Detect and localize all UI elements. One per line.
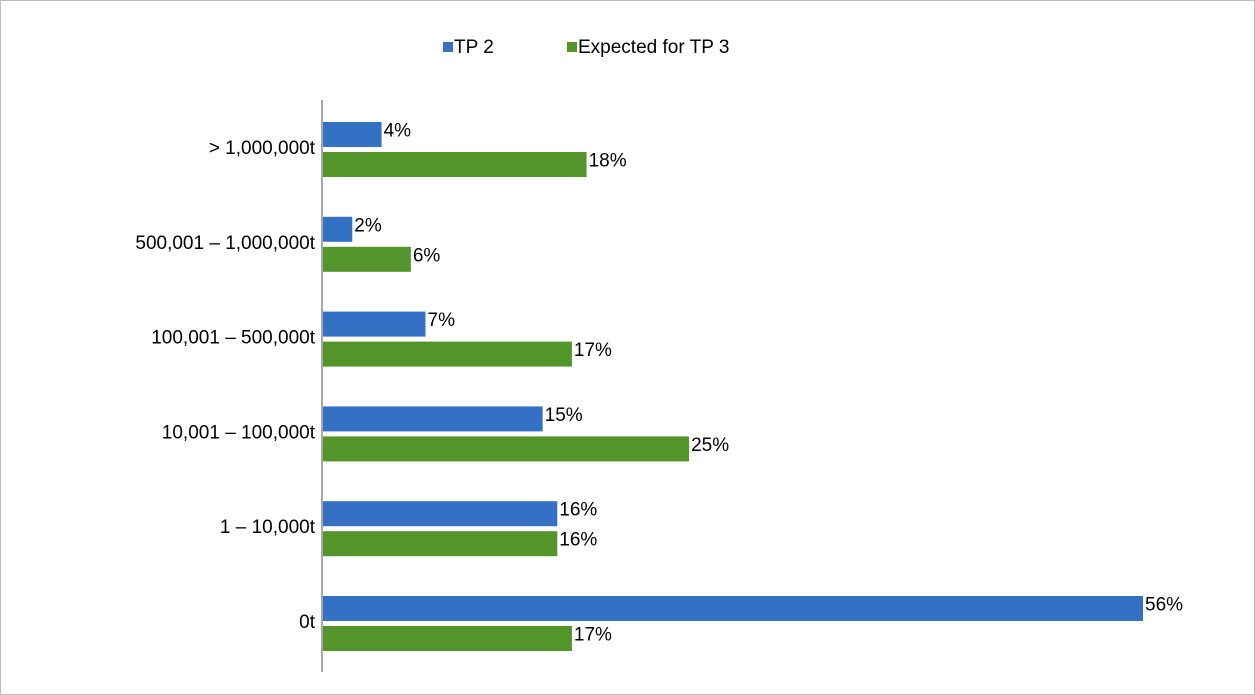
y-tick-label: 500,001 – 1,000,000t xyxy=(135,233,315,254)
data-label: 17% xyxy=(574,625,612,646)
bar xyxy=(323,406,543,432)
y-tick-label: > 1,000,000t xyxy=(209,138,316,159)
bar xyxy=(323,216,353,242)
bar xyxy=(323,152,587,177)
bar xyxy=(323,341,572,367)
bar xyxy=(323,122,382,147)
y-tick-label: 1 – 10,000t xyxy=(220,517,316,538)
data-label: 4% xyxy=(384,121,412,142)
data-label: 16% xyxy=(559,500,597,521)
legend-label: Expected for TP 3 xyxy=(578,37,729,58)
y-tick-label: 10,001 – 100,000t xyxy=(162,422,316,443)
y-tick-label: 0t xyxy=(299,612,316,633)
bar xyxy=(323,531,558,557)
bar xyxy=(323,596,1143,621)
data-label: 15% xyxy=(545,405,583,426)
legend-swatch xyxy=(567,42,577,52)
legend-swatch xyxy=(443,42,453,52)
bar xyxy=(323,246,411,272)
data-label: 25% xyxy=(691,435,729,456)
y-tick-label: 100,001 – 500,000t xyxy=(151,328,315,349)
data-label: 16% xyxy=(559,530,597,551)
data-label: 18% xyxy=(589,151,627,172)
data-label: 7% xyxy=(428,310,456,331)
bar xyxy=(323,311,426,337)
legend-label: TP 2 xyxy=(454,37,494,58)
data-label: 17% xyxy=(574,340,612,361)
bar xyxy=(323,436,690,462)
bar xyxy=(323,501,558,527)
data-label: 56% xyxy=(1145,595,1183,616)
data-label: 6% xyxy=(413,245,441,266)
bar xyxy=(323,626,572,651)
data-label: 2% xyxy=(354,215,382,236)
